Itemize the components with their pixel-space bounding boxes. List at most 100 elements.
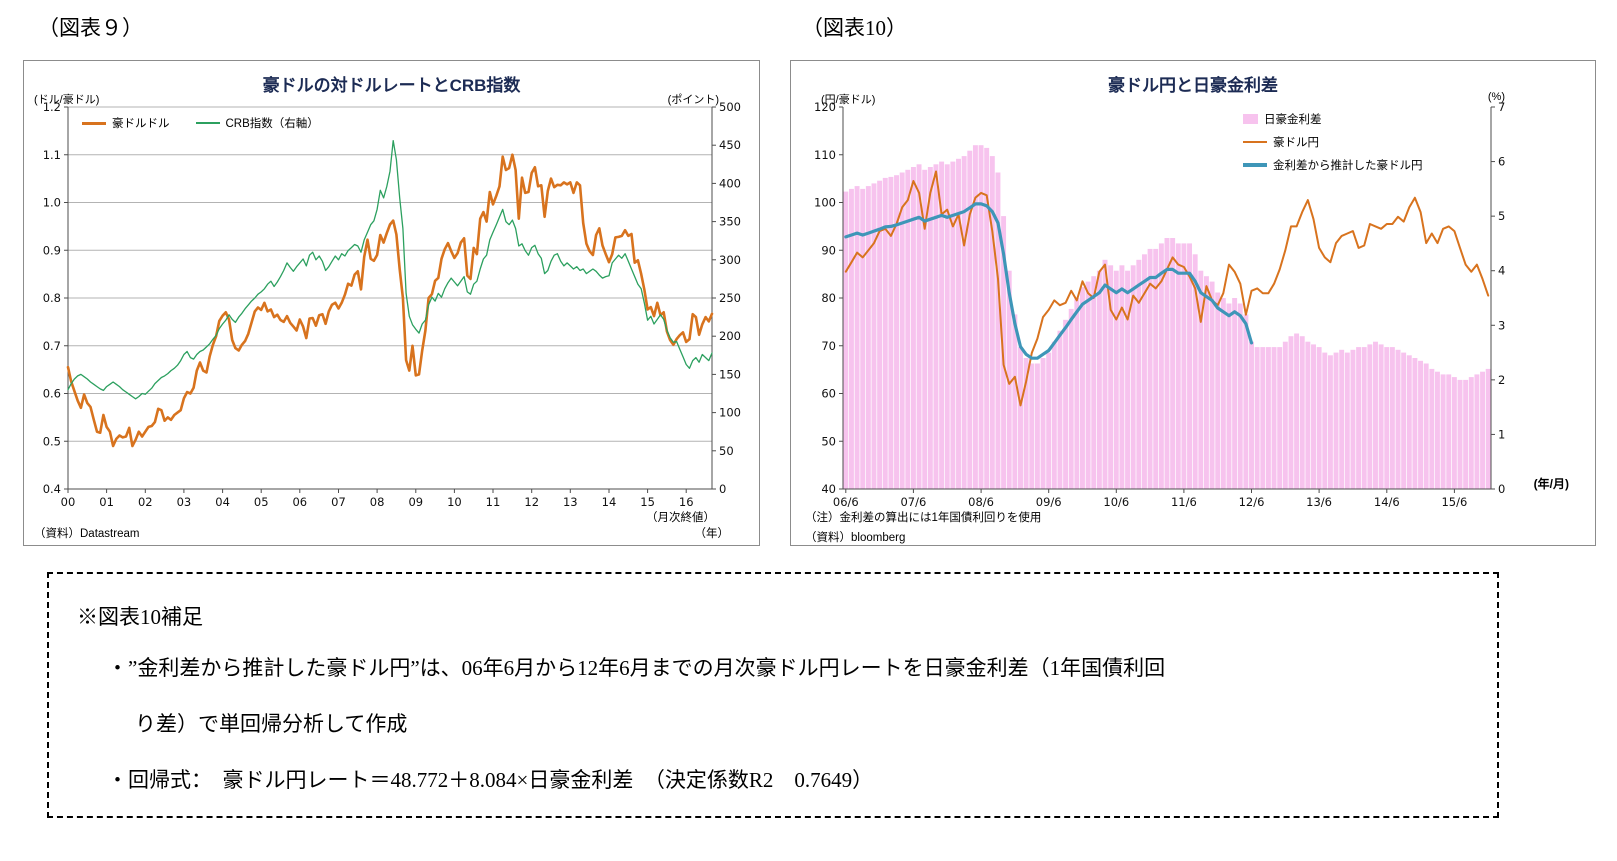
- svg-text:500: 500: [719, 100, 741, 114]
- svg-text:12/6: 12/6: [1239, 495, 1265, 509]
- crb-legend-label: CRB指数（右軸）: [225, 118, 319, 130]
- svg-text:40: 40: [821, 482, 836, 496]
- svg-text:08/6: 08/6: [968, 495, 994, 509]
- legend-item-aud-usd: 豪ドルドル: [82, 115, 170, 131]
- svg-text:06/6: 06/6: [833, 495, 859, 509]
- figure9-source: （資料）Datastream: [34, 528, 140, 540]
- svg-text:07/6: 07/6: [900, 495, 926, 509]
- svg-text:50: 50: [821, 434, 836, 448]
- svg-text:13/6: 13/6: [1306, 495, 1332, 509]
- svg-text:14/6: 14/6: [1374, 495, 1400, 509]
- figure10-left-axis-unit: (円/豪ドル): [821, 94, 876, 106]
- svg-text:10: 10: [447, 495, 462, 509]
- figure10-supplement-box: ※図表10補足 ・”金利差から推計した豪ドル円”は、06年6月から12年6月まで…: [47, 572, 1499, 818]
- svg-text:10/6: 10/6: [1103, 495, 1129, 509]
- svg-text:2: 2: [1498, 373, 1505, 387]
- svg-text:0.4: 0.4: [43, 482, 61, 496]
- svg-text:0.8: 0.8: [43, 291, 61, 305]
- figure10-note: （注）金利差の算出には1年国債利回りを使用: [805, 512, 1042, 524]
- svg-text:06: 06: [292, 495, 307, 509]
- svg-text:150: 150: [719, 367, 741, 381]
- figure9-label: （図表９）: [38, 16, 143, 40]
- svg-text:120: 120: [814, 100, 836, 114]
- legend-item-aud-jpy: 豪ドル円: [1243, 134, 1423, 150]
- svg-text:11/6: 11/6: [1171, 495, 1197, 509]
- svg-text:01: 01: [99, 495, 114, 509]
- figure10-legend: 日豪金利差 豪ドル円 金利差から推計した豪ドル円: [1243, 111, 1423, 173]
- figure9-plot: 0.40.50.60.70.80.91.01.11.20501001502002…: [43, 100, 741, 509]
- svg-text:09/6: 09/6: [1036, 495, 1062, 509]
- figure9-chart-panel: 0.4 0.5 0.6 0.7 0.8 0.9 1.0 1.1 1.2 0 50 100 150 200 2…: [23, 60, 760, 546]
- svg-text:100: 100: [814, 196, 836, 210]
- svg-text:250: 250: [719, 291, 741, 305]
- svg-text:1.0: 1.0: [43, 196, 61, 210]
- figure9-monthly-close-note: （月次終値）: [646, 512, 715, 524]
- svg-text:0.7: 0.7: [43, 339, 61, 353]
- supplement-bullet1-line1: ・”金利差から推計した豪ドル円”は、06年6月から12年6月までの月次豪ドル円レ…: [107, 656, 1166, 680]
- supplement-heading: ※図表10補足: [77, 605, 203, 629]
- svg-text:400: 400: [719, 176, 741, 190]
- figure9-left-axis-unit: (ドル/豪ドル): [34, 94, 100, 106]
- svg-text:3: 3: [1498, 318, 1505, 332]
- supplement-bullet2-regression: ・回帰式： 豪ドル円レート＝48.772＋8.084×日豪金利差 （決定係数R2…: [107, 768, 874, 792]
- svg-text:1.2: 1.2: [43, 100, 61, 114]
- svg-text:00: 00: [61, 495, 76, 509]
- svg-text:7: 7: [1498, 100, 1505, 114]
- aud-usd-line-swatch: [82, 121, 106, 125]
- svg-text:100: 100: [719, 406, 741, 420]
- svg-text:02: 02: [138, 495, 153, 509]
- estimated-aud-jpy-legend-label: 金利差から推計した豪ドル円: [1273, 160, 1423, 172]
- estimated-aud-jpy-line-swatch: [1243, 163, 1267, 167]
- supplement-bullet1-line2: り差）で単回帰分析して作成: [135, 712, 408, 736]
- svg-text:6: 6: [1498, 155, 1505, 169]
- svg-text:5: 5: [1498, 209, 1505, 223]
- svg-text:14: 14: [602, 495, 617, 509]
- svg-text:1: 1: [1498, 427, 1505, 441]
- svg-text:90: 90: [821, 243, 836, 257]
- aud-usd-legend-label: 豪ドルドル: [112, 118, 170, 130]
- svg-text:11: 11: [486, 495, 501, 509]
- figure10-title: 豪ドル円と日豪金利差: [1108, 76, 1278, 95]
- figure10-right-axis-unit: (%): [1487, 91, 1505, 103]
- svg-text:08: 08: [370, 495, 385, 509]
- svg-text:70: 70: [821, 339, 836, 353]
- svg-text:05: 05: [254, 495, 269, 509]
- legend-item-rate-diff: 日豪金利差: [1243, 111, 1423, 127]
- legend-item-estimated-aud-jpy: 金利差から推計した豪ドル円: [1243, 157, 1423, 173]
- svg-text:4: 4: [1498, 264, 1505, 278]
- svg-text:80: 80: [821, 291, 836, 305]
- svg-text:300: 300: [719, 253, 741, 267]
- svg-text:04: 04: [215, 495, 230, 509]
- svg-text:0.9: 0.9: [43, 243, 61, 257]
- svg-text:110: 110: [814, 148, 836, 162]
- svg-text:0: 0: [1498, 482, 1505, 496]
- legend-item-crb: CRB指数（右軸）: [195, 115, 319, 131]
- svg-text:09: 09: [408, 495, 423, 509]
- crb-line-swatch: [195, 122, 220, 124]
- svg-text:50: 50: [719, 444, 734, 458]
- aud-jpy-legend-label: 豪ドル円: [1273, 137, 1319, 149]
- svg-text:0: 0: [719, 482, 726, 496]
- rate-diff-legend-label: 日豪金利差: [1264, 114, 1322, 126]
- svg-text:16: 16: [679, 495, 694, 509]
- figure9-title: 豪ドルの対ドルレートとCRB指数: [262, 76, 521, 95]
- figure10-plot: 40 50 60 70 80 90 100 110 120 0 1 2 3 4 5 6 7 06/6 07/6 08/…: [814, 100, 1505, 509]
- figure9-x-unit: （年）: [694, 528, 730, 540]
- svg-text:15: 15: [640, 495, 655, 509]
- svg-text:450: 450: [719, 138, 741, 152]
- svg-text:0.5: 0.5: [43, 434, 61, 448]
- svg-text:60: 60: [821, 387, 836, 401]
- aud-jpy-line-swatch: [1243, 141, 1267, 143]
- figure10-x-unit: (年/月): [1533, 477, 1569, 491]
- svg-text:13: 13: [563, 495, 578, 509]
- svg-text:03: 03: [177, 495, 192, 509]
- svg-text:15/6: 15/6: [1441, 495, 1467, 509]
- svg-text:07: 07: [331, 495, 346, 509]
- figure10-source: （資料）bloomberg: [805, 532, 906, 544]
- svg-text:350: 350: [719, 215, 741, 229]
- svg-text:1.1: 1.1: [43, 148, 61, 162]
- figure10-label: （図表10）: [802, 16, 907, 40]
- rate-diff-bar-swatch: [1243, 114, 1258, 124]
- figure9-right-axis-unit: (ポイント): [667, 94, 719, 106]
